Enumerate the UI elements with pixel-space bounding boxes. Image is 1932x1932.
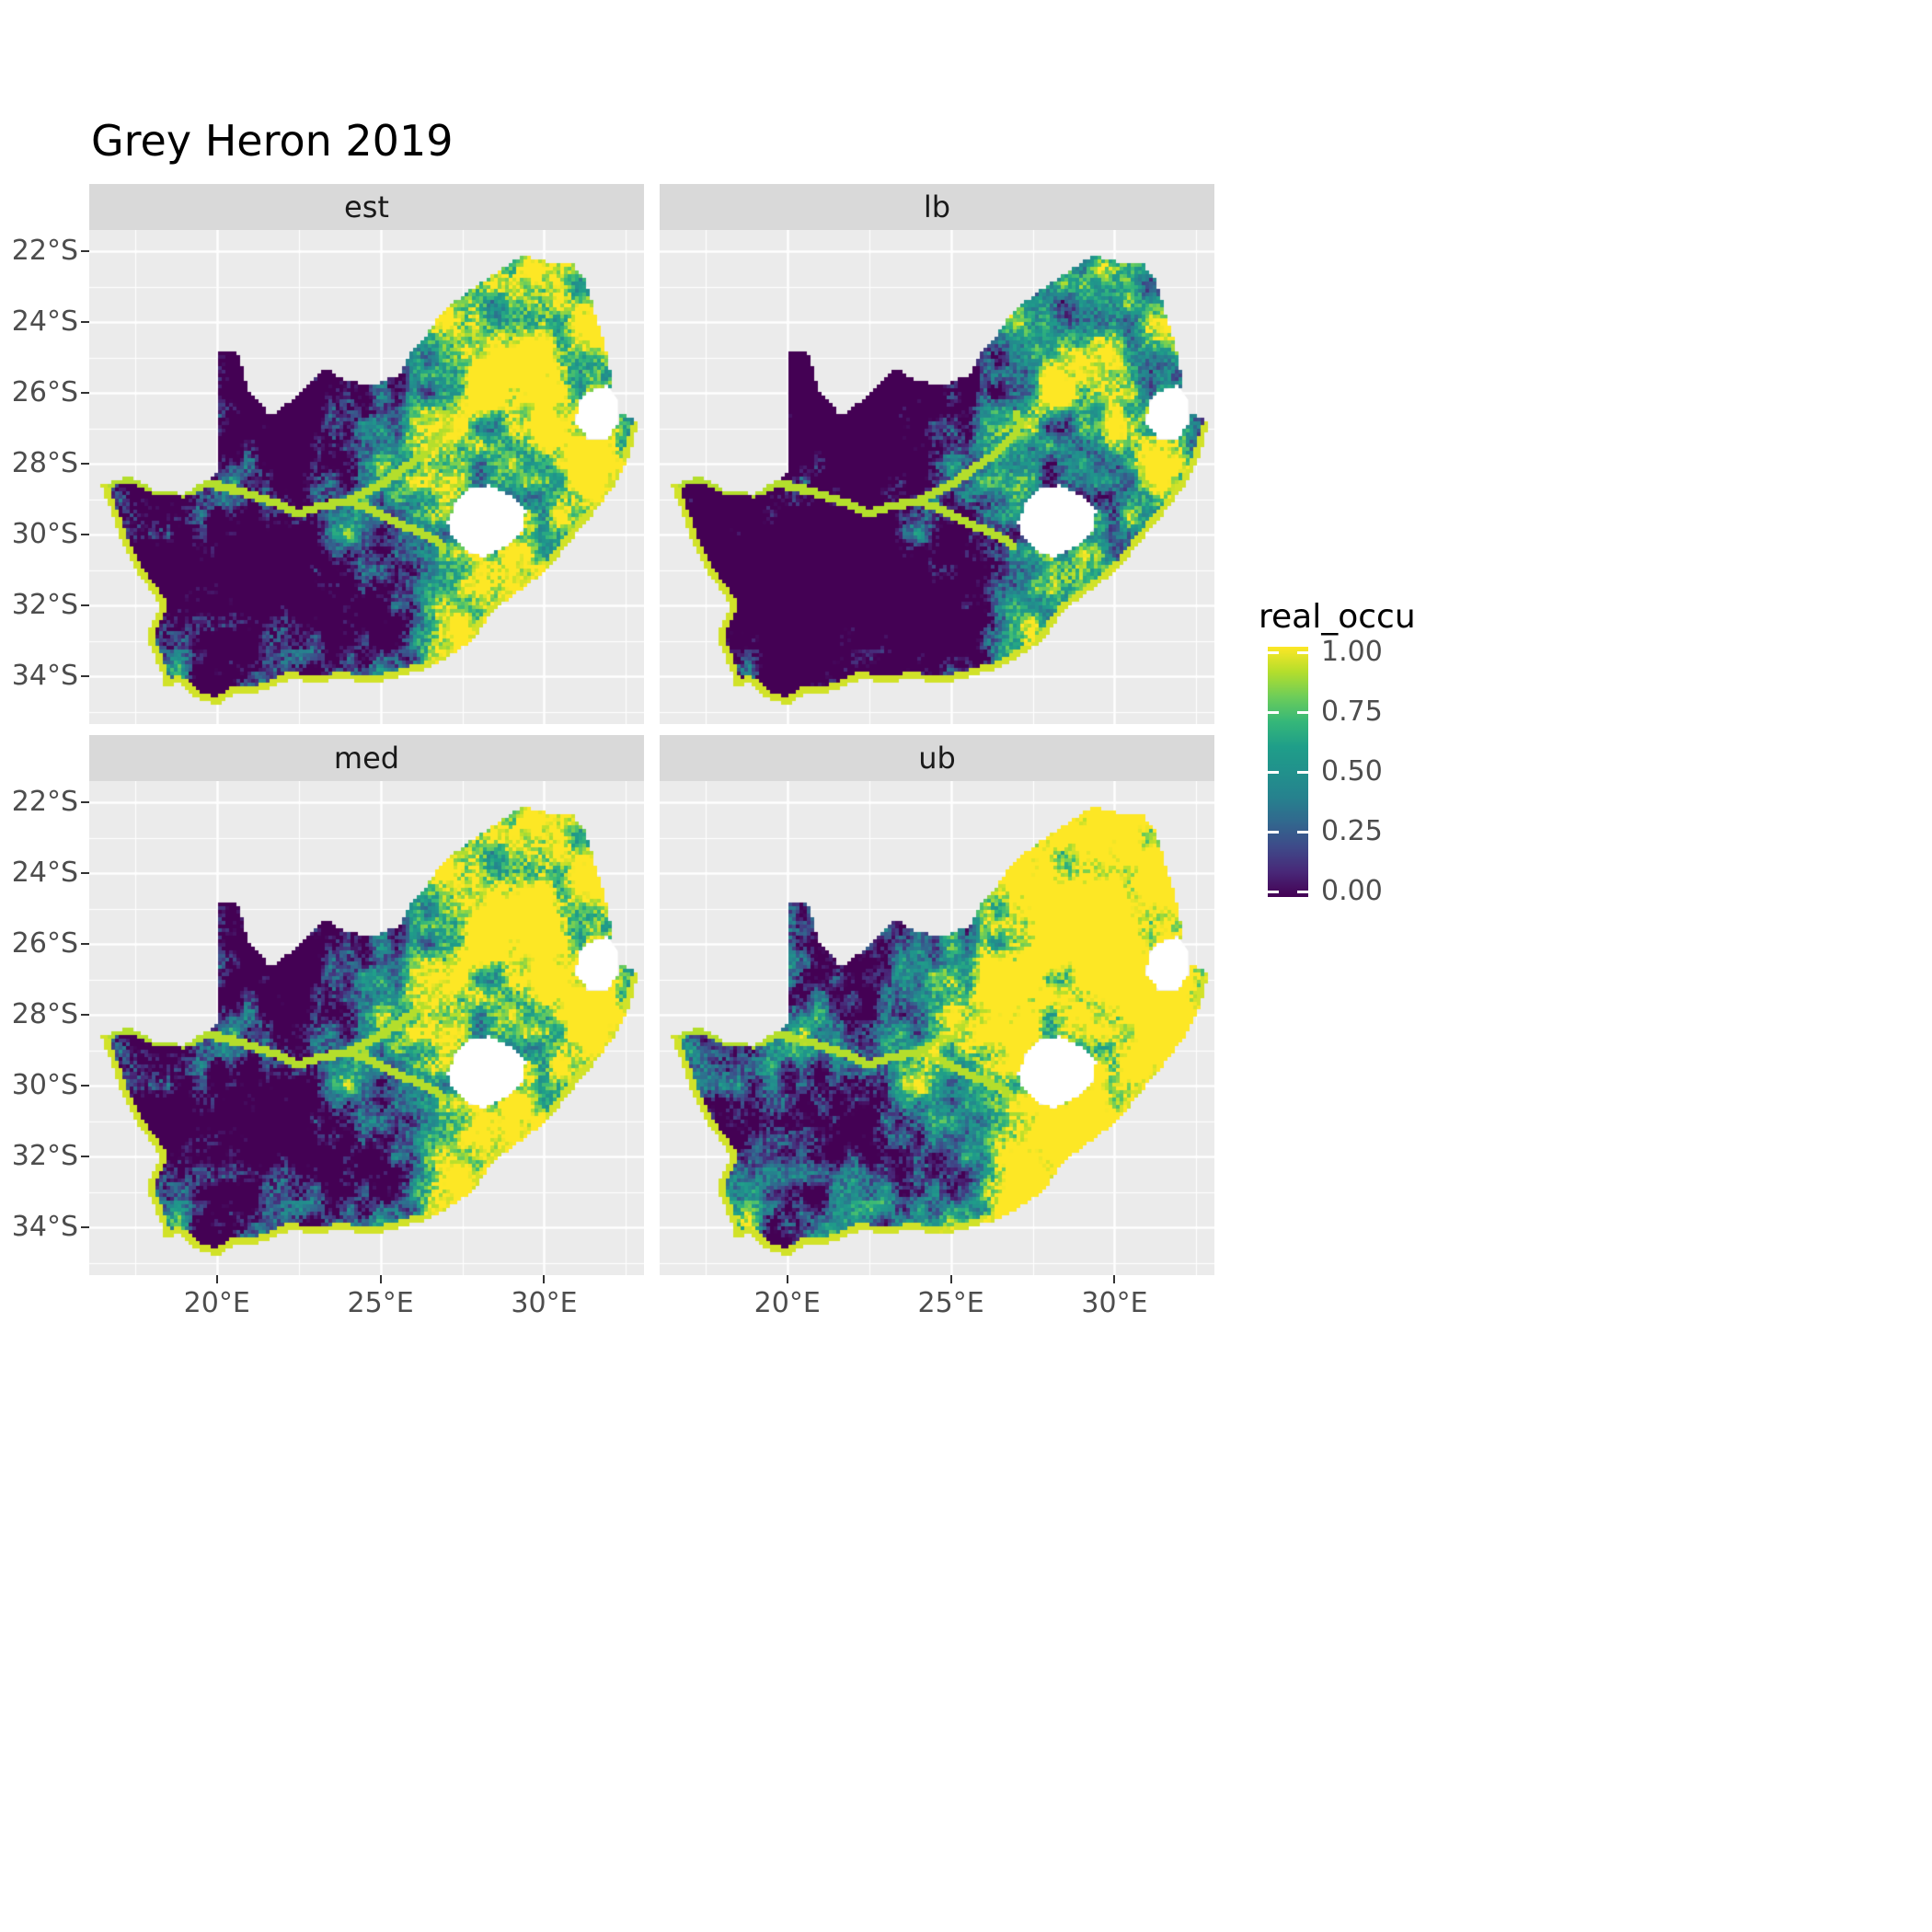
axis-tick-mark <box>81 943 89 946</box>
map-panel-med <box>89 781 644 1275</box>
axis-tick-mark <box>81 872 89 875</box>
legend-tick-label: 0.00 <box>1321 875 1383 907</box>
y-tick-label: 34°S <box>11 1211 78 1244</box>
y-tick-label: 26°S <box>11 927 78 960</box>
y-tick-label: 30°S <box>11 518 78 551</box>
colorbar-tick <box>1268 651 1279 654</box>
axis-tick-mark <box>543 1275 546 1283</box>
colorbar-tick <box>1297 651 1308 654</box>
map-panel-ub <box>660 781 1214 1275</box>
map-panel-lb <box>660 230 1214 724</box>
axis-tick-mark <box>81 534 89 536</box>
axis-tick-mark <box>215 1275 218 1283</box>
axis-tick-mark <box>81 604 89 607</box>
axis-tick-mark <box>81 392 89 395</box>
colorbar-tick <box>1268 831 1279 834</box>
colorbar-tick <box>1268 711 1279 714</box>
legend-title: real_occu <box>1259 598 1416 636</box>
y-tick-label: 24°S <box>11 305 78 339</box>
axis-tick-mark <box>81 250 89 253</box>
legend-colorbar <box>1268 647 1308 897</box>
y-tick-label: 28°S <box>11 998 78 1031</box>
plot-title: Grey Heron 2019 <box>91 116 454 166</box>
y-tick-label: 32°S <box>11 1140 78 1173</box>
y-tick-label: 28°S <box>11 447 78 480</box>
colorbar-tick <box>1268 771 1279 774</box>
legend-tick-label: 0.75 <box>1321 696 1383 728</box>
axis-tick-mark <box>81 675 89 678</box>
x-tick-label: 30°E <box>511 1287 578 1319</box>
axis-tick-mark <box>81 463 89 466</box>
x-tick-label: 20°E <box>183 1287 250 1319</box>
axis-tick-mark <box>786 1275 788 1283</box>
y-tick-label: 22°S <box>11 235 78 268</box>
facet-strip-ub: ub <box>660 735 1214 781</box>
y-tick-label: 22°S <box>11 786 78 819</box>
axis-tick-mark <box>81 321 89 324</box>
y-tick-label: 26°S <box>11 376 78 409</box>
axis-tick-mark <box>1113 1275 1116 1283</box>
facet-strip-label-est: est <box>344 190 389 224</box>
colorbar-tick <box>1268 891 1279 893</box>
legend-tick-label: 0.50 <box>1321 755 1383 788</box>
colorbar-tick <box>1297 891 1308 893</box>
axis-tick-mark <box>81 1014 89 1017</box>
colorbar-tick <box>1297 771 1308 774</box>
x-tick-label: 20°E <box>753 1287 821 1319</box>
colorbar-tick <box>1297 711 1308 714</box>
axis-tick-mark <box>949 1275 952 1283</box>
legend-tick-label: 0.25 <box>1321 815 1383 847</box>
axis-tick-mark <box>81 1226 89 1229</box>
facet-strip-label-lb: lb <box>923 190 951 224</box>
facet-strip-lb: lb <box>660 184 1214 230</box>
facet-strip-label-med: med <box>333 741 400 776</box>
x-tick-label: 30°E <box>1081 1287 1148 1319</box>
axis-tick-mark <box>81 1085 89 1087</box>
y-tick-label: 32°S <box>11 589 78 622</box>
x-tick-label: 25°E <box>917 1287 984 1319</box>
x-tick-label: 25°E <box>347 1287 414 1319</box>
axis-tick-mark <box>379 1275 382 1283</box>
colorbar-tick <box>1297 831 1308 834</box>
map-panel-est <box>89 230 644 724</box>
facet-strip-med: med <box>89 735 644 781</box>
facet-strip-est: est <box>89 184 644 230</box>
facet-strip-label-ub: ub <box>918 741 956 776</box>
y-tick-label: 24°S <box>11 857 78 890</box>
axis-tick-mark <box>81 801 89 804</box>
y-tick-label: 30°S <box>11 1069 78 1102</box>
y-tick-label: 34°S <box>11 660 78 693</box>
axis-tick-mark <box>81 1156 89 1158</box>
legend-tick-label: 1.00 <box>1321 636 1383 668</box>
